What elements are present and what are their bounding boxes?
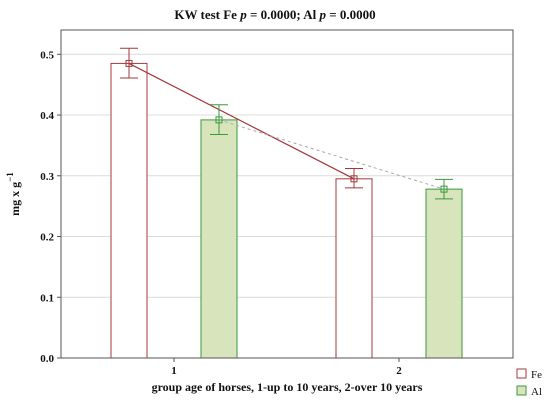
legend: Fe Al [516,368,542,398]
y-tick-label: 0.4 [40,110,54,122]
mean-lines [128,62,445,190]
mean-point-fe [125,59,133,67]
y-tick-label: 0.5 [40,49,54,61]
legend-al-swatch [516,385,527,396]
x-tick-label: 1 [171,365,177,377]
chart-title: KW test Fe p = 0.0000; Al p = 0.0000 [174,7,375,22]
legend-fe-label: Fe [531,369,542,381]
bars [110,62,463,359]
bar-al [425,188,463,359]
legend-fe-swatch [516,368,527,379]
mean-point-fe [350,175,358,183]
y-tick-label: 0.1 [40,292,54,304]
title-p1-value: = 0.0000; Al [247,7,320,22]
y-axis-label-main: mg x g [8,182,22,216]
y-tick-label: 0.0 [40,353,54,365]
plot-frame [60,29,514,359]
y-tick-label: 0.3 [40,171,54,183]
x-axis-label: group age of horses, 1-up to 10 years, 2… [152,380,423,394]
bar-al [200,119,238,359]
mean-line-al [218,119,445,190]
y-tick-label: 0.2 [40,232,54,244]
title-prefix: KW test Fe [174,7,240,22]
mean-point-al [215,116,223,124]
legend-al-label: Al [531,386,542,398]
title-p1-label: p [239,7,247,22]
title-p2-label: p [318,7,326,22]
mean-point-al [440,185,448,193]
bar-fe [110,62,148,359]
error-bars [120,47,453,200]
title-p2-value: = 0.0000 [326,7,376,22]
bar-fe [335,178,373,359]
mean-line-fe [128,62,355,180]
y-ticks: 0.0 0.1 0.2 0.3 0.4 0.5 [40,49,61,365]
y-axis-label-exponent: −1 [5,172,15,182]
x-tick-label: 2 [396,365,402,377]
y-axis-label: mg x g−1 [5,172,22,216]
